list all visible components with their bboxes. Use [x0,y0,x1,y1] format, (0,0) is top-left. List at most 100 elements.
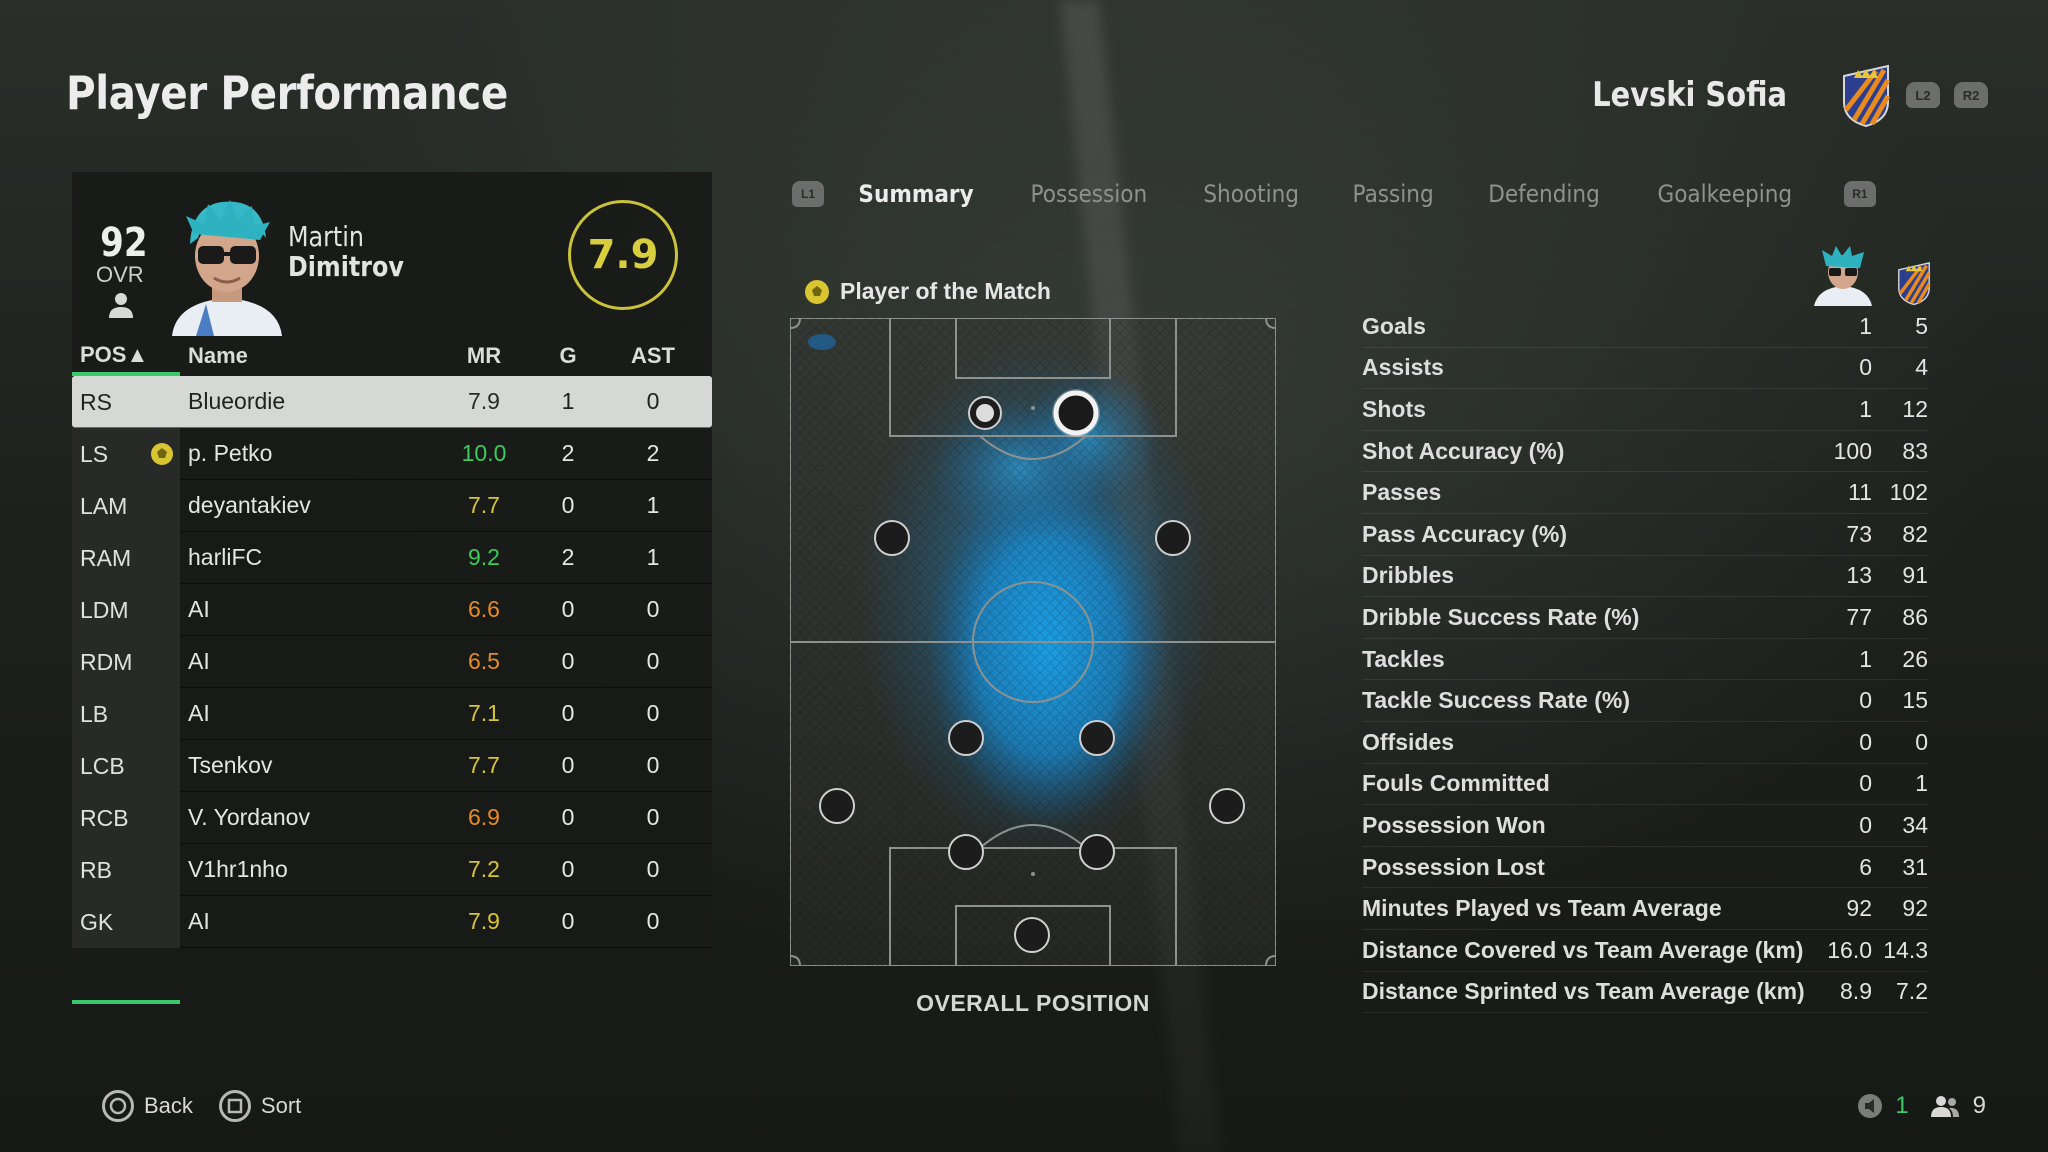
stat-team-value: 102 [1889,479,1928,506]
player-panel: 92 OVR Martin Dimitrov 7.9 POS▲ Name MR … [72,172,712,1012]
player-ovr: 92 [100,220,148,266]
stat-row: Goals 1 5 [1362,306,1928,348]
club-crest-small-icon [1898,262,1931,306]
r1-button-hint[interactable]: R1 [1843,181,1876,207]
stat-player-value: 1 [1859,312,1872,339]
table-row[interactable]: GK AI 7.9 0 0 [72,895,712,948]
stat-row: Distance Covered vs Team Average (km) 16.… [1362,930,1928,972]
player-avatar [172,200,282,336]
stat-row: Distance Sprinted vs Team Average (km) 8.… [1362,972,1928,1014]
row-match-rating: 7.7 [468,492,500,518]
tab-goalkeeping[interactable]: Goalkeeping [1657,180,1793,208]
stat-team-value: 7.2 [1896,978,1928,1005]
row-player-name: p. Petko [188,440,273,466]
stat-player-value: 1 [1859,645,1872,672]
stat-player-value: 0 [1859,770,1872,797]
page-title: Player Performance [66,66,508,120]
row-player-name: AI [188,908,210,934]
back-button[interactable]: Back [102,1090,193,1122]
row-goals: 0 [561,648,575,674]
stat-label: Distance Covered vs Team Average (km) [1362,936,1804,963]
header-ast[interactable]: AST [631,343,675,368]
row-match-rating: 10.0 [461,440,507,466]
stat-player-value: 1 [1859,395,1872,422]
row-position: RCB [72,791,180,844]
stat-label: Tackle Success Rate (%) [1362,687,1631,714]
row-player-name: harliFC [188,544,263,570]
tab-possession[interactable]: Possession [1030,180,1148,208]
row-goals: 0 [561,596,575,622]
stat-team-value: 14.3 [1883,936,1928,963]
stat-player-value: 77 [1846,603,1872,630]
stat-row: Pass Accuracy (%) 73 82 [1362,514,1928,556]
row-match-rating: 7.2 [468,856,500,882]
header-mr[interactable]: MR [466,343,502,368]
row-player-name: AI [188,648,210,674]
stat-player-value: 0 [1859,811,1872,838]
table-row[interactable]: LDM AI 6.6 0 0 [72,583,712,636]
stat-label: Shot Accuracy (%) [1362,437,1565,464]
table-row[interactable]: LCB Tsenkov 7.7 0 0 [72,739,712,792]
stat-label: Possession Won [1362,811,1546,838]
table-row[interactable]: RDM AI 6.5 0 0 [72,635,712,688]
r2-button-hint[interactable]: R2 [1954,82,1988,108]
header-name[interactable]: Name [188,343,248,368]
stat-team-value: 34 [1902,811,1928,838]
row-assists: 0 [646,908,660,934]
stat-label: Minutes Played vs Team Average [1362,895,1722,922]
row-assists: 0 [646,700,660,726]
tab-shooting[interactable]: Shooting [1203,180,1299,208]
l1-button-hint[interactable]: L1 [792,181,824,207]
l2-button-hint[interactable]: L2 [1906,82,1940,108]
header-g[interactable]: G [559,343,577,368]
ovr-label: OVR [96,262,144,287]
table-row[interactable]: RAM harliFC 9.2 2 1 [72,531,712,584]
sort-button[interactable]: Sort [218,1090,301,1122]
stat-row: Tackles 1 26 [1362,639,1928,681]
table-row[interactable]: RCB V. Yordanov 6.9 0 0 [72,791,712,844]
row-player-name: AI [188,700,210,726]
stat-team-value: 82 [1902,520,1928,547]
row-assists: 0 [646,804,660,830]
row-position: LCB [72,739,180,792]
row-goals: 0 [561,700,575,726]
row-position: LDM [72,583,180,636]
row-position: RAM [72,531,180,584]
table-row[interactable]: RS Blueordie 7.9 1 0 [72,376,712,428]
row-assists: 1 [646,492,660,518]
stat-team-value: 1 [1915,770,1928,797]
row-player-name: AI [188,596,210,622]
player-last-name: Dimitrov [288,250,404,283]
table-row[interactable]: LS p. Petko 10.0 2 2 [72,427,712,480]
potm-ball-icon [805,279,829,304]
row-assists: 0 [646,388,660,414]
table-row[interactable]: RB V1hr1nho 7.2 0 0 [72,843,712,896]
tab-defending[interactable]: Defending [1488,180,1601,208]
stat-label: Distance Sprinted vs Team Average (km) [1362,978,1805,1005]
row-player-name: deyantakiev [188,492,311,518]
tab-summary[interactable]: Summary [858,180,974,208]
stat-label: Goals [1362,312,1426,339]
stat-label: Dribbles [1362,562,1455,589]
stat-team-value: 12 [1902,395,1928,422]
stat-player-value: 100 [1833,437,1872,464]
stat-label: Assists [1362,354,1444,381]
stat-team-value: 86 [1902,603,1928,630]
position-heatmap [790,318,1276,966]
person-icon [109,293,133,318]
stat-team-value: 91 [1902,562,1928,589]
stat-row: Possession Won 0 34 [1362,805,1928,847]
row-assists: 0 [646,752,660,778]
tab-passing[interactable]: Passing [1352,180,1434,208]
row-position: GK [72,895,180,948]
footer-controls: Back Sort [102,1090,301,1122]
table-row[interactable]: LB AI 7.1 0 0 [72,687,712,740]
header-pos[interactable]: POS▲ [72,336,180,376]
table-row[interactable]: LAM deyantakiev 7.7 0 1 [72,479,712,532]
stat-player-value: 16.0 [1827,936,1872,963]
stat-row: Dribble Success Rate (%) 77 86 [1362,597,1928,639]
stat-player-value: 73 [1846,520,1872,547]
row-goals: 0 [561,492,575,518]
stat-player-value: 8.9 [1840,978,1872,1005]
row-match-rating: 6.5 [468,648,500,674]
